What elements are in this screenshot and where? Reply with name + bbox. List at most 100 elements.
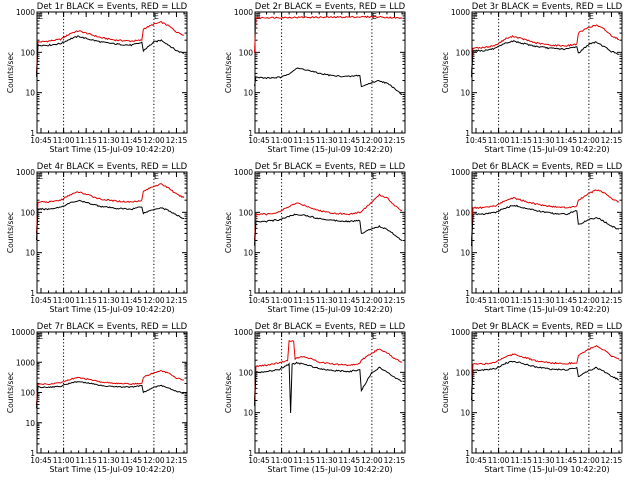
y-tick-label: 1 (30, 129, 35, 138)
events-series-line (254, 361, 403, 413)
x-tick-label: 10:45 (30, 456, 52, 465)
x-tick-label: 11:45 (556, 296, 578, 305)
x-tick-label: 12:00 (143, 456, 165, 465)
x-tick-label: 12:15 (384, 296, 406, 305)
x-tick-label: 11:45 (556, 456, 578, 465)
y-tick-label: 100 (21, 48, 36, 57)
x-tick-label: 11:30 (316, 136, 338, 145)
y-tick-label: 10 (25, 249, 35, 258)
y-tick-label: 10 (243, 249, 253, 258)
panel-det-7: Det 7r BLACK = Events, RED = LLD 1 10 100 10… (6, 322, 188, 474)
x-tick-label: 12:00 (361, 136, 383, 145)
plot-frame (254, 331, 406, 454)
x-tick-label: 11:00 (53, 136, 75, 145)
x-tick-label: 12:15 (166, 456, 188, 465)
y-axis-label: Counts/sec (224, 372, 233, 413)
x-tick-label: 11:15 (293, 296, 315, 305)
x-tick-label: 12:00 (361, 296, 383, 305)
y-tick-label: 10 (243, 89, 253, 98)
y-tick-label: 1 (465, 289, 470, 298)
time-marker-label: E (372, 172, 377, 181)
x-axis-label: Start Time (15-Jul-09 10:42:20) (267, 465, 392, 474)
x-tick-label: 11:15 (510, 296, 532, 305)
y-tick-label: 100 (456, 208, 471, 217)
x-tick-label: 11:15 (75, 136, 97, 145)
x-axis-label: Start Time (15-Jul-09 10:42:20) (267, 305, 392, 314)
lld-series-line (36, 21, 185, 74)
x-axis-label: Start Time (15-Jul-09 10:42:20) (49, 145, 174, 154)
x-tick-label: 11:00 (271, 456, 293, 465)
y-tick-label: 100 (21, 208, 36, 217)
x-tick-label: 11:45 (339, 136, 361, 145)
x-tick-label: 10:45 (248, 296, 270, 305)
x-tick-label: 11:15 (75, 296, 97, 305)
x-tick-label: 11:15 (75, 456, 97, 465)
x-tick-label: 12:00 (361, 456, 383, 465)
start-marker-label: E (256, 172, 261, 181)
x-tick-label: 10:45 (30, 136, 52, 145)
plot-frame (254, 171, 406, 294)
x-tick-label: 11:30 (533, 296, 555, 305)
y-tick-label: 1 (248, 129, 253, 138)
x-tick-label: 11:30 (316, 296, 338, 305)
y-tick-label: 10 (25, 89, 35, 98)
plot-frame (254, 11, 406, 134)
x-tick-label: 12:15 (601, 456, 623, 465)
x-axis-label: Start Time (15-Jul-09 10:42:20) (267, 145, 392, 154)
panel-det-3: Det 3r BLACK = Events, RED = LLD 1 10 100 10… (441, 2, 623, 154)
lld-series-line (471, 24, 620, 73)
x-tick-label: 11:00 (271, 136, 293, 145)
x-tick-label: 11:45 (339, 456, 361, 465)
y-axis-label: Counts/sec (224, 212, 233, 253)
x-tick-label: 11:00 (53, 456, 75, 465)
x-axis-label: Start Time (15-Jul-09 10:42:20) (49, 465, 174, 474)
y-tick-label: 100 (239, 48, 254, 57)
time-marker-label: E (372, 332, 377, 341)
x-tick-label: 12:00 (143, 136, 165, 145)
y-axis-label: Counts/sec (441, 372, 450, 413)
y-tick-label: 1000 (451, 168, 470, 177)
events-series-line (471, 360, 620, 401)
panel-det-4: Det 4r BLACK = Events, RED = LLD 1 10 100 10… (6, 162, 188, 314)
y-axis-label: Counts/sec (6, 212, 15, 253)
y-tick-label: 10 (25, 419, 35, 428)
x-tick-label: 10:45 (30, 296, 52, 305)
panel-det-1: Det 1r BLACK = Events, RED = LLD 1 10 100 10… (6, 2, 188, 154)
y-tick-label: 10 (243, 409, 253, 418)
lld-series-line (471, 345, 620, 394)
panel-title: Det 4r BLACK = Events, RED = LLD (37, 162, 188, 172)
events-series-line (36, 35, 185, 77)
plot-frame (36, 11, 188, 134)
y-axis-label: Counts/sec (6, 372, 15, 413)
y-tick-label: 1000 (234, 8, 253, 17)
x-tick-label: 11:15 (510, 136, 532, 145)
y-axis-label: Counts/sec (441, 52, 450, 93)
x-axis-label: Start Time (15-Jul-09 10:42:20) (49, 305, 174, 314)
x-axis-label: Start Time (15-Jul-09 10:42:20) (484, 305, 609, 314)
y-tick-label: 1000 (16, 8, 35, 17)
y-tick-label: 100 (456, 368, 471, 377)
x-tick-label: 12:00 (143, 296, 165, 305)
events-series-line (36, 381, 185, 409)
y-tick-label: 1 (30, 449, 35, 458)
x-axis-label: Start Time (15-Jul-09 10:42:20) (484, 145, 609, 154)
start-marker-label: E (38, 12, 43, 21)
events-series-line (471, 40, 620, 78)
x-tick-label: 11:30 (98, 136, 120, 145)
x-tick-label: 12:15 (384, 136, 406, 145)
start-marker-label: E (38, 172, 43, 181)
panel-det-6: Det 6r BLACK = Events, RED = LLD 1 10 100 10… (441, 162, 623, 314)
x-tick-label: 11:30 (533, 136, 555, 145)
panel-title: Det 5r BLACK = Events, RED = LLD (255, 162, 406, 172)
plot-frame (471, 331, 623, 454)
y-tick-label: 1 (248, 289, 253, 298)
x-tick-label: 11:00 (488, 456, 510, 465)
x-tick-label: 12:15 (384, 456, 406, 465)
x-tick-label: 12:15 (166, 136, 188, 145)
x-tick-label: 11:45 (121, 136, 143, 145)
start-marker-label: E (473, 12, 478, 21)
y-tick-label: 1 (30, 289, 35, 298)
y-axis-label: Counts/sec (224, 52, 233, 93)
lld-series-line (36, 370, 185, 405)
